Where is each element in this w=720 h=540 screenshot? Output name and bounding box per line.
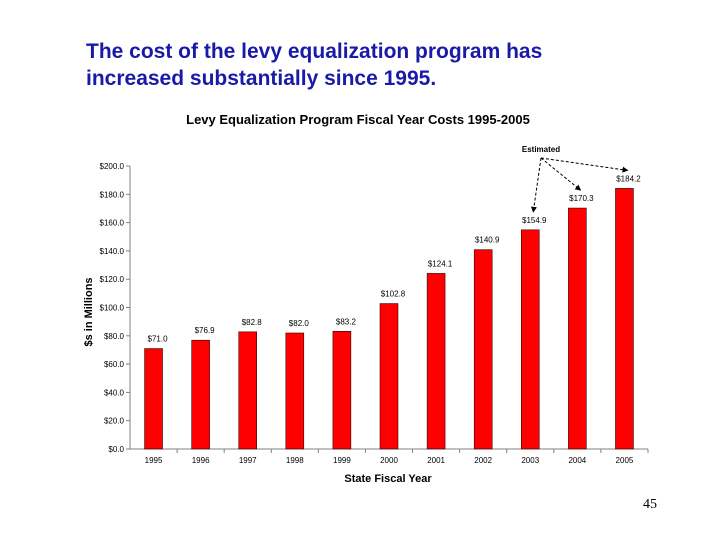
- y-tick-label: $80.0: [104, 332, 125, 341]
- data-label-2004: $170.3: [569, 194, 594, 203]
- x-tick-label: 2004: [568, 456, 586, 465]
- slide-headline: The cost of the levy equalization progra…: [86, 38, 686, 92]
- bar-1997: [238, 331, 257, 450]
- bar-2001: [426, 273, 446, 450]
- x-tick-label: 1996: [192, 456, 210, 465]
- slide-page-number: 45: [643, 497, 657, 512]
- x-tick-label: 2005: [616, 456, 634, 465]
- data-label-1998: $82.0: [289, 319, 310, 328]
- bar-1995: [144, 348, 163, 450]
- chart-title: Levy Equalization Program Fiscal Year Co…: [186, 112, 530, 127]
- x-tick-label: 2003: [521, 456, 539, 465]
- bar-1996: [191, 339, 210, 450]
- data-label-2001: $124.1: [428, 259, 453, 268]
- bar-2004: [568, 207, 587, 450]
- x-tick-label: 1998: [286, 456, 304, 465]
- y-tick-label: $180.0: [100, 190, 125, 199]
- data-label-1995: $71.0: [148, 335, 169, 344]
- y-tick-label: $60.0: [104, 360, 125, 369]
- data-label-2003: $154.9: [522, 216, 547, 225]
- x-axis-label: State Fiscal Year: [344, 473, 432, 485]
- headline-line-1: The cost of the levy equalization progra…: [86, 40, 543, 63]
- data-label-1997: $82.8: [242, 318, 263, 327]
- data-label-1996: $76.9: [195, 326, 216, 335]
- x-tick-label: 2001: [427, 456, 445, 465]
- x-tick-label: 2000: [380, 456, 398, 465]
- y-tick-label: $100.0: [100, 304, 125, 313]
- y-tick-label: $140.0: [100, 247, 125, 256]
- y-tick-label: $160.0: [100, 219, 125, 228]
- estimated-arrow-2003: [531, 157, 542, 213]
- headline-line-2: increased substantially since 1995.: [86, 67, 437, 90]
- bar-2005: [615, 188, 634, 450]
- y-tick-label: $40.0: [104, 388, 125, 397]
- y-axis-label: $s in Millions: [83, 277, 95, 346]
- bar-2000: [379, 303, 399, 450]
- x-tick-label: 1997: [239, 456, 257, 465]
- estimated-arrow-2004: [540, 157, 582, 191]
- y-tick-label: $20.0: [104, 417, 125, 426]
- y-tick-label: $120.0: [100, 275, 125, 284]
- x-tick-label: 2002: [474, 456, 492, 465]
- data-label-2005: $184.2: [616, 174, 641, 183]
- data-label-2002: $140.9: [475, 236, 500, 245]
- data-label-1999: $83.2: [336, 317, 357, 326]
- estimated-annotation: Estimated: [522, 145, 560, 154]
- bar-2002: [473, 249, 493, 450]
- data-label-2000: $102.8: [381, 290, 406, 299]
- x-tick-label: 1995: [145, 456, 163, 465]
- bar-1998: [285, 332, 305, 450]
- bar-1999: [332, 331, 352, 450]
- bar-2003: [521, 229, 540, 450]
- y-tick-label: $200.0: [100, 162, 125, 171]
- y-tick-label: $0.0: [108, 445, 124, 454]
- x-tick-label: 1999: [333, 456, 351, 465]
- estimated-arrow-2005: [540, 157, 629, 173]
